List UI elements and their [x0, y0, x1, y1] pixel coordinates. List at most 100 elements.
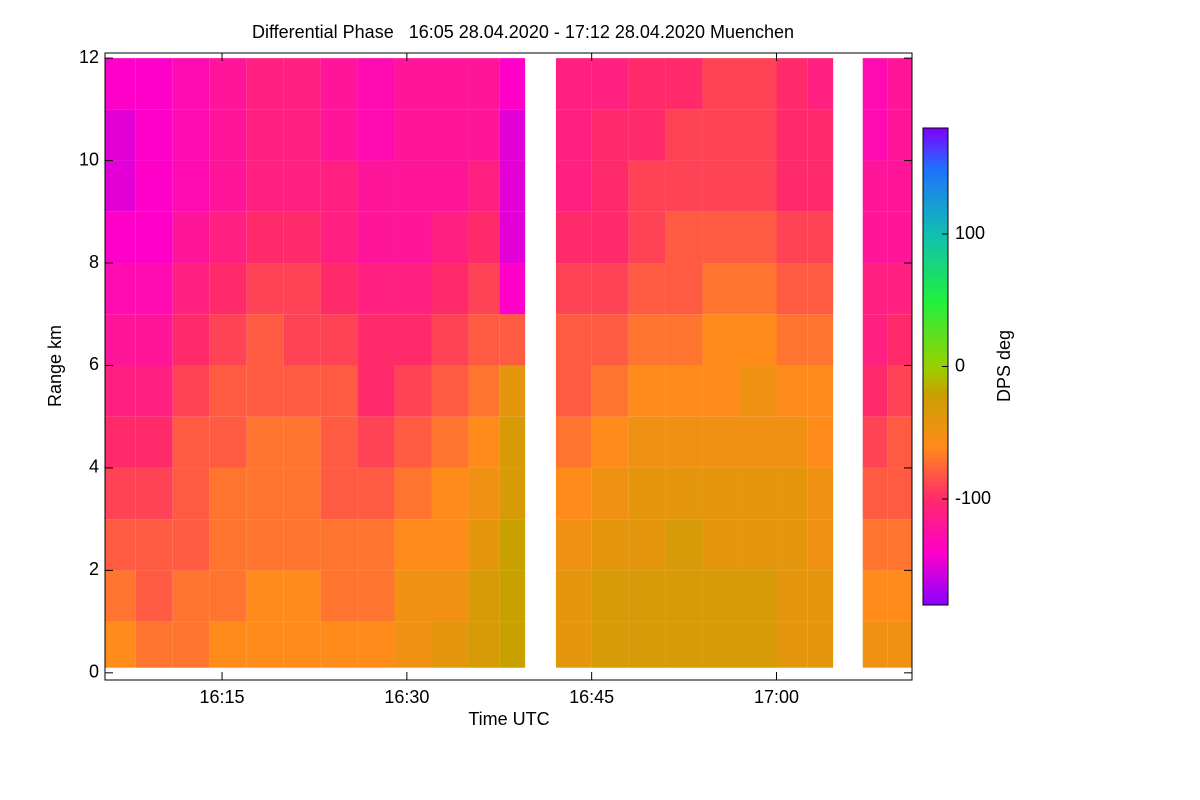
heat-cell	[555, 467, 592, 520]
colorbar-tick-label: -100	[955, 488, 991, 508]
colorbar-swatch	[923, 159, 948, 165]
heat-cell	[283, 211, 321, 264]
colorbar-swatch	[923, 127, 948, 133]
heat-cell	[499, 519, 526, 571]
colorbar-swatch	[923, 191, 948, 197]
heat-cell	[499, 211, 526, 264]
heat-cell	[628, 314, 666, 366]
heat-cell	[862, 58, 888, 110]
heat-cell	[431, 467, 469, 520]
heat-cell	[628, 263, 666, 315]
heat-cell	[739, 365, 777, 417]
colorbar-swatch	[923, 433, 948, 439]
heat-cell	[862, 416, 888, 468]
heat-cell	[591, 263, 629, 315]
colorbar-swatch	[923, 517, 948, 523]
colorbar-swatch	[923, 167, 948, 173]
colorbar-swatch	[923, 477, 948, 483]
colorbar-swatch	[923, 278, 948, 284]
colorbar-swatch	[923, 513, 948, 519]
heat-cell	[283, 314, 321, 366]
colorbar-swatch	[923, 397, 948, 403]
heat-cell	[702, 365, 740, 417]
heat-cell	[807, 570, 834, 622]
colorbar-swatch	[923, 485, 948, 491]
heat-cell	[499, 570, 526, 622]
heat-cell	[665, 365, 703, 417]
heat-cell	[887, 519, 912, 571]
heat-cell	[628, 519, 666, 571]
heat-cell	[739, 211, 777, 264]
heat-cell	[283, 365, 321, 417]
colorbar-swatch	[923, 556, 948, 562]
heat-cell	[468, 314, 500, 366]
colorbar-swatch	[923, 155, 948, 161]
heat-cell	[807, 211, 834, 264]
heat-cell	[105, 58, 136, 110]
heat-cell	[776, 58, 808, 110]
heat-cell	[105, 263, 136, 315]
heat-cell	[209, 109, 247, 161]
heat-cell	[468, 211, 500, 264]
heat-cell	[468, 58, 500, 110]
heat-cell	[591, 467, 629, 520]
heat-cell	[172, 160, 210, 212]
heat-cell	[591, 58, 629, 110]
colorbar-swatch	[923, 441, 948, 447]
heat-cell	[776, 621, 808, 668]
heat-cell	[468, 519, 500, 571]
heat-cell	[628, 109, 666, 161]
colorbar-swatch	[923, 179, 948, 185]
heat-cell	[628, 58, 666, 110]
heat-cell	[209, 570, 247, 622]
heat-cell	[807, 519, 834, 571]
heat-cell	[320, 621, 358, 668]
colorbar-swatch	[923, 576, 948, 582]
heat-cell	[135, 570, 173, 622]
heat-cell	[628, 621, 666, 668]
heat-cell	[555, 365, 592, 417]
heat-cell	[172, 263, 210, 315]
heat-cell	[702, 314, 740, 366]
colorbar-swatch	[923, 207, 948, 212]
heat-cell	[431, 160, 469, 212]
heat-cell	[431, 365, 469, 417]
heat-cell	[246, 314, 284, 366]
colorbar-swatch	[923, 421, 948, 427]
heat-cell	[807, 263, 834, 315]
heat-cell	[862, 211, 888, 264]
heat-cell	[320, 58, 358, 110]
heat-cell	[135, 160, 173, 212]
heat-cell	[739, 467, 777, 520]
colorbar-swatch	[923, 171, 948, 177]
heat-cell	[665, 109, 703, 161]
colorbar-swatch	[923, 584, 948, 590]
heat-cell	[555, 570, 592, 622]
heat-cell	[320, 314, 358, 366]
colorbar-tick-label: 100	[955, 223, 985, 243]
heat-cell	[105, 416, 136, 468]
heat-cell	[209, 263, 247, 315]
heat-cell	[172, 467, 210, 520]
heat-cell	[283, 109, 321, 161]
heat-cell	[665, 467, 703, 520]
heat-cell	[105, 570, 136, 622]
colorbar-swatch	[923, 536, 948, 542]
heat-cell	[320, 211, 358, 264]
colorbar-swatch	[923, 457, 948, 463]
heat-cell	[776, 467, 808, 520]
heat-cell	[357, 263, 395, 315]
colorbar-swatch	[923, 302, 948, 308]
heat-cell	[468, 160, 500, 212]
colorbar-swatch	[923, 274, 948, 280]
x-tick-label: 16:45	[569, 687, 614, 707]
colorbar-swatch	[923, 377, 948, 383]
heat-cell	[468, 109, 500, 161]
colorbar-swatch	[923, 413, 948, 419]
heat-cell	[357, 467, 395, 520]
colorbar-swatch	[923, 366, 948, 371]
heat-cell	[555, 211, 592, 264]
heat-cell	[320, 519, 358, 571]
heat-cell	[499, 621, 526, 668]
